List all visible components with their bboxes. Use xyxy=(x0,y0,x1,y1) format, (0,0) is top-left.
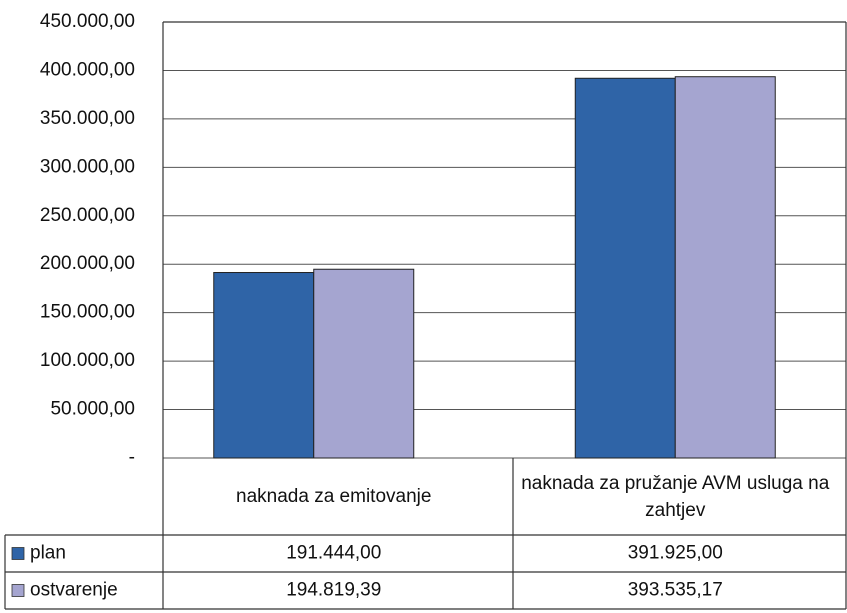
x-tick-label: naknada za emitovanje xyxy=(236,486,432,507)
y-tick-label: 150.000,00 xyxy=(40,302,135,323)
legend-swatch xyxy=(11,547,25,560)
table-value: 391.925,00 xyxy=(628,543,723,564)
labels: - 50.000,00 100.000,00 150.000,00 200.000,00… xyxy=(11,11,830,601)
y-tick-label: 450.000,00 xyxy=(40,11,135,32)
legend-label: plan xyxy=(30,543,66,564)
y-tick-label: 200.000,00 xyxy=(40,253,135,274)
y-tick-label: 350.000,00 xyxy=(40,108,135,129)
y-tick-label: 100.000,00 xyxy=(40,350,135,371)
bar xyxy=(674,76,776,459)
x-tick-label: naknada za pružanje AVM usluga na zahtje… xyxy=(521,472,830,521)
x-category-cell: naknada za pružanje AVM usluga na zahtje… xyxy=(521,472,830,521)
bars xyxy=(213,76,776,459)
y-tick-label: 250.000,00 xyxy=(40,205,135,226)
y-tick-label: 50.000,00 xyxy=(50,399,135,420)
bar xyxy=(574,77,676,459)
table-value: 191.444,00 xyxy=(286,543,381,564)
y-tick-label: - xyxy=(129,447,135,468)
table-frame xyxy=(4,21,847,610)
y-tick-label: 400.000,00 xyxy=(40,59,135,80)
legend-swatch xyxy=(11,584,25,597)
table-value: 194.819,39 xyxy=(286,580,381,601)
table-value: 393.535,17 xyxy=(628,580,723,601)
bar xyxy=(313,268,415,459)
legend-label: ostvarenje xyxy=(30,580,118,601)
y-tick-label: 300.000,00 xyxy=(40,156,135,177)
bar xyxy=(213,272,315,459)
x-category-cell: naknada za emitovanje xyxy=(236,486,432,507)
